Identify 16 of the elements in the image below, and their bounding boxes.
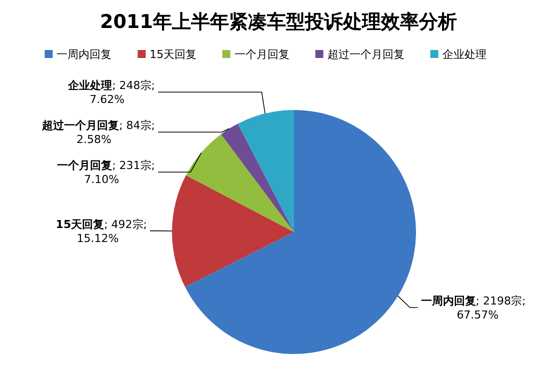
legend-label: 15天回复 [150,48,197,61]
chart-title: 2011年上半年紧凑车型投诉处理效率分析 [100,11,457,33]
pie-slice [186,134,294,232]
pie-slice [221,124,294,232]
pie-slice [185,110,416,354]
data-label: 企业处理; 248宗; 7.62% [67,79,155,106]
data-label: 一周内回复; 2198宗; 67.57% [420,294,526,322]
data-label: 15天回复; 492宗; 15.12% [56,218,148,245]
data-label: 超过一个月回复; 84宗; 2.58% [41,119,155,146]
data-label: 一个月回复; 231宗; 7.10% [57,159,155,186]
legend-label: 一周内回复 [56,48,112,61]
legend-label: 超过一个月回复 [327,48,404,61]
legend-label: 企业处理 [442,48,486,61]
pie-slice [238,110,294,232]
legend-label: 一个月回复 [234,48,290,61]
pie-slice [172,175,294,287]
